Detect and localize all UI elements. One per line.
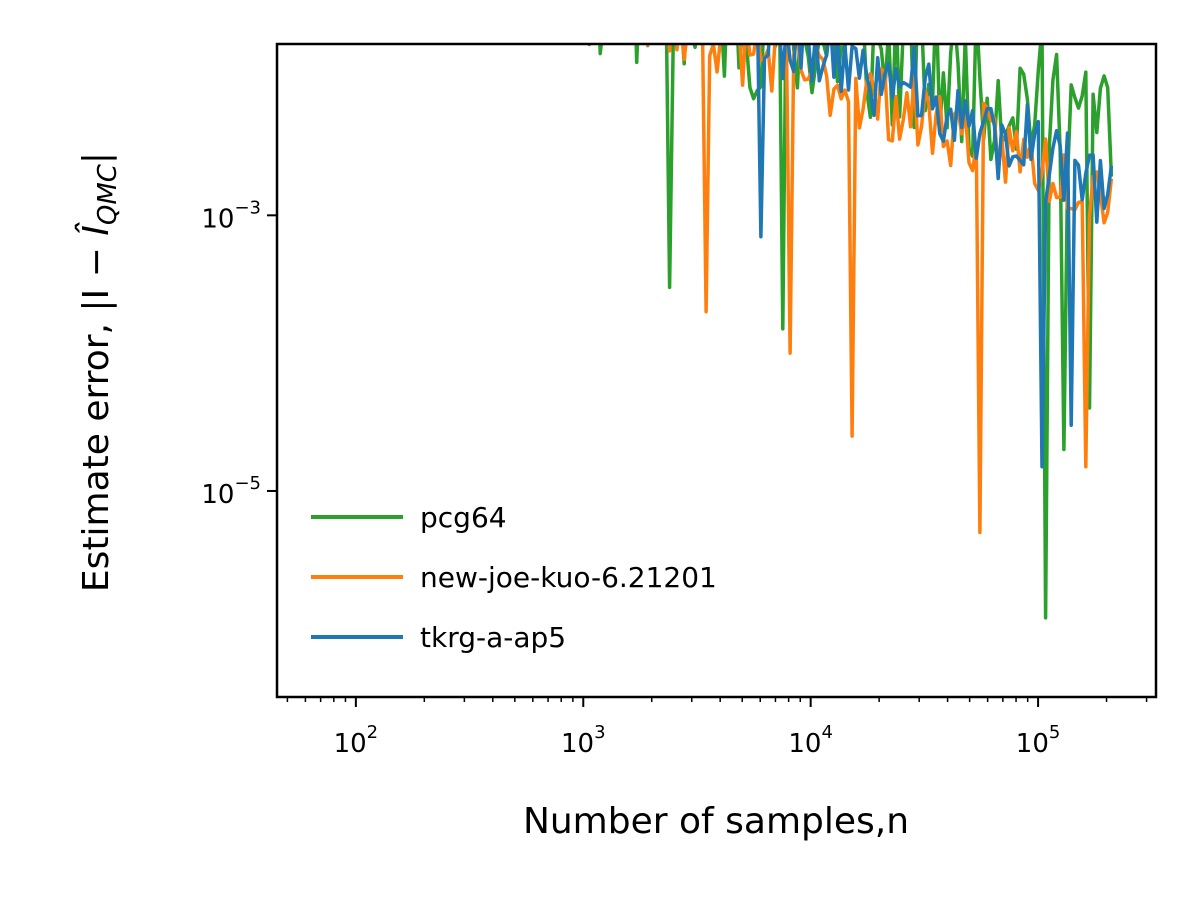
y-tick-exp-1: −3 bbox=[234, 197, 261, 218]
x-tick-base-0: 10 bbox=[334, 729, 367, 759]
series-line-tkrg-a-ap5 bbox=[756, 44, 1114, 469]
x-tick-exp-3: 5 bbox=[1049, 722, 1060, 743]
x-axis-label: Number of samples,n bbox=[523, 801, 909, 842]
x-tick-base-3: 10 bbox=[1016, 729, 1049, 759]
plot-frame bbox=[275, 42, 1158, 699]
x-tick-label-0: 102 bbox=[334, 722, 379, 759]
y-axis-label-hat: Î bbox=[75, 222, 117, 236]
y-axis-label-end: | bbox=[76, 152, 117, 164]
series-layer bbox=[587, 44, 1114, 620]
x-tick-label-2: 104 bbox=[788, 722, 833, 759]
x-tick-base-1: 10 bbox=[561, 729, 594, 759]
y-axis-label: Estimate error, |I − ÎQMC| bbox=[75, 152, 123, 592]
y-axis-label-sub: QMC bbox=[93, 163, 123, 225]
series-line-new-joe-kuo-6.21201 bbox=[645, 44, 1114, 535]
y-tick-exp-2: −5 bbox=[234, 473, 261, 494]
x-tick-exp-0: 2 bbox=[367, 722, 378, 743]
legend-label-new-joe-kuo: new-joe-kuo-6.21201 bbox=[420, 561, 717, 594]
legend-label-tkrg-a-ap5: tkrg-a-ap5 bbox=[420, 621, 566, 654]
x-tick-label-3: 105 bbox=[1016, 722, 1061, 759]
y-tick-base-2: 10 bbox=[201, 480, 234, 510]
x-tick-label-1: 103 bbox=[561, 722, 606, 759]
x-tick-exp-2: 4 bbox=[821, 722, 832, 743]
x-tick-base-2: 10 bbox=[788, 729, 821, 759]
y-axis-label-main: Estimate error, |I − bbox=[76, 236, 117, 592]
y-tick-label-1: 10−3 bbox=[201, 197, 261, 234]
legend: pcg64 new-joe-kuo-6.21201 tkrg-a-ap5 bbox=[311, 501, 717, 654]
y-tick-label-2: 10−5 bbox=[201, 473, 261, 510]
legend-label-pcg64: pcg64 bbox=[420, 501, 507, 534]
x-tick-exp-1: 3 bbox=[594, 722, 605, 743]
y-tick-base-1: 10 bbox=[201, 204, 234, 234]
